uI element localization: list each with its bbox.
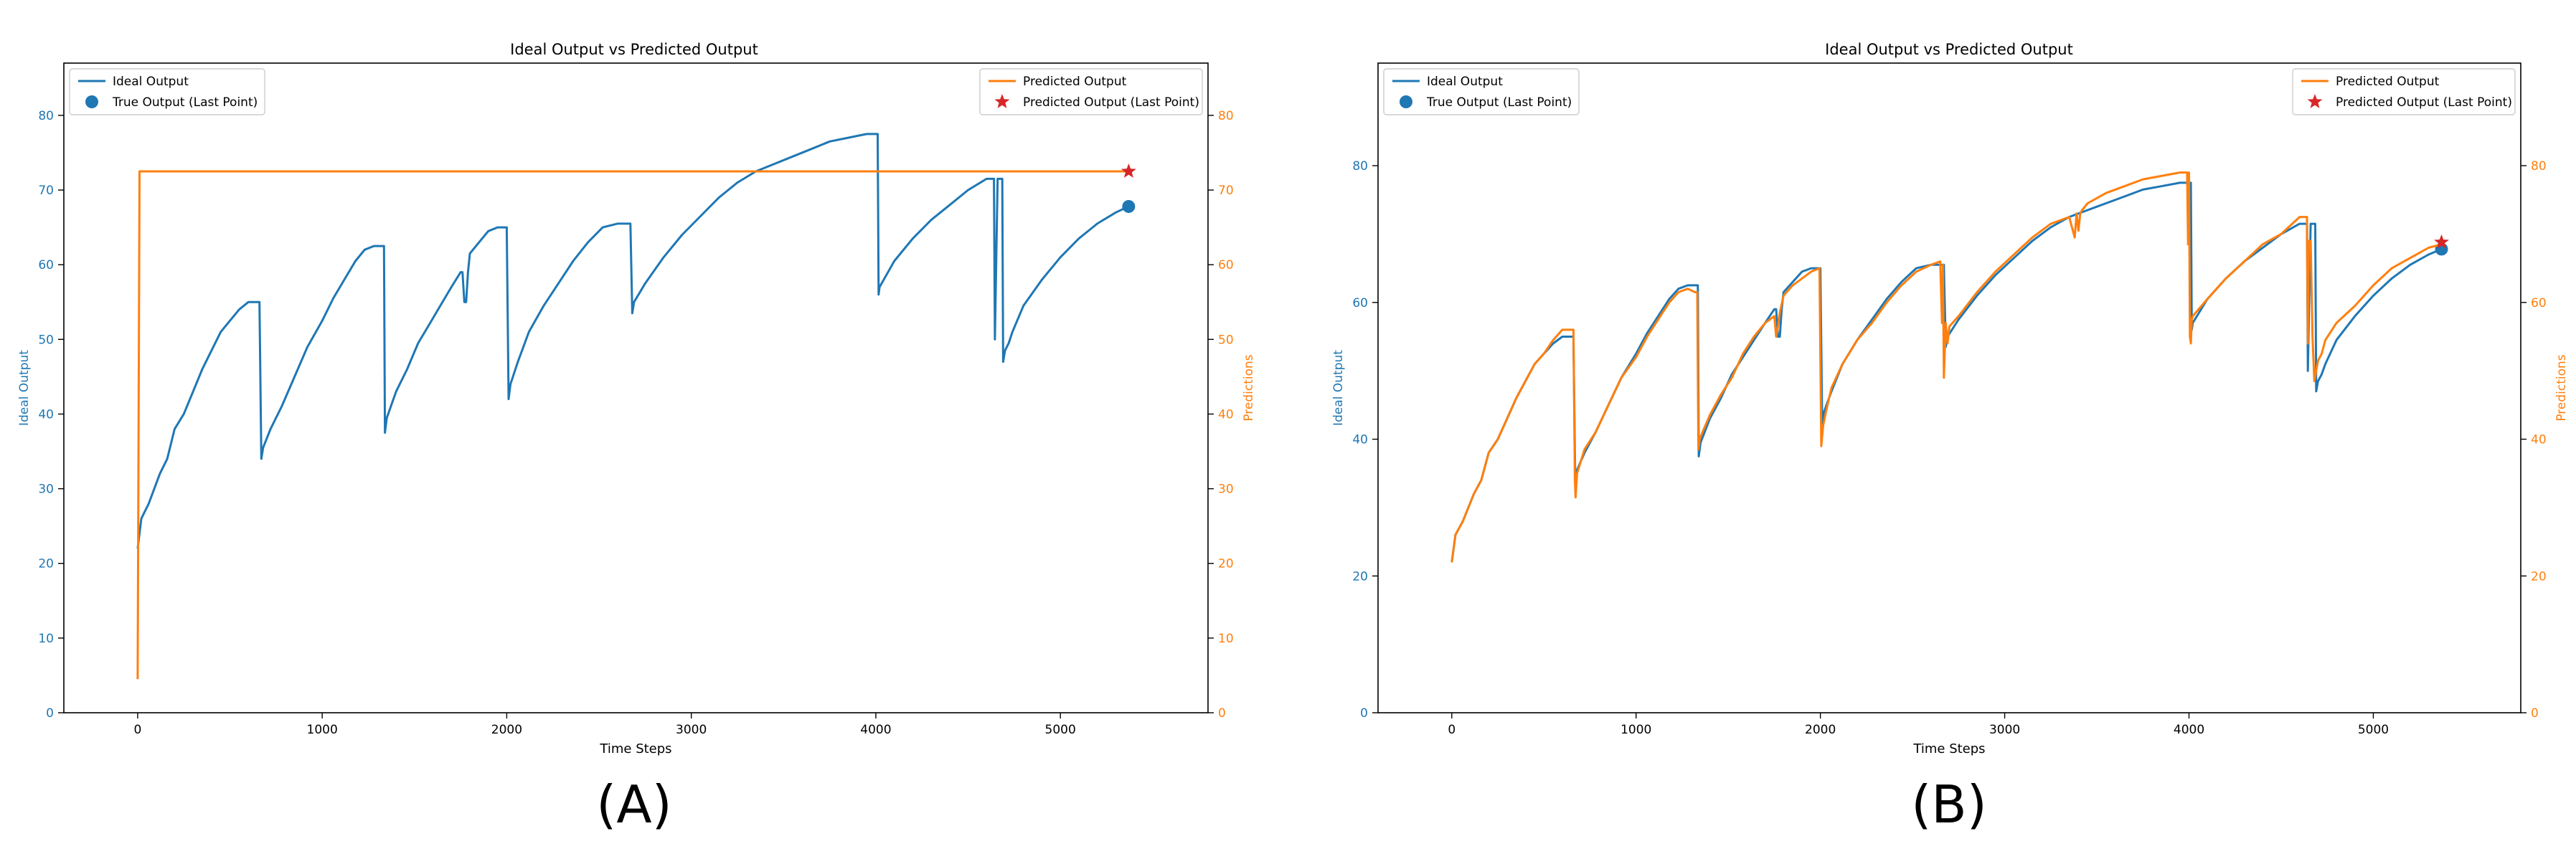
legend-label-true-output: True Output (Last Point) <box>1426 95 1572 110</box>
y-right-tick-label: 0 <box>2531 706 2539 721</box>
legend-right-box <box>2292 68 2516 115</box>
legend-label-ideal-output: Ideal Output <box>1427 75 1503 89</box>
y-left-tick-label: 0 <box>46 706 54 721</box>
y-right-axis-label: Predictions <box>2554 354 2569 421</box>
x-tick-label: 2000 <box>491 723 522 737</box>
y-left-tick-label: 60 <box>38 258 54 272</box>
y-left-tick-label: 40 <box>38 407 54 422</box>
legend-label-predicted-output: Predicted Output <box>1023 75 1127 89</box>
legend-left-box <box>69 68 265 115</box>
legend-swatch-true-output <box>85 95 98 108</box>
panel-caption: (A) <box>596 774 671 835</box>
legend-label-predicted-output: Predicted Output <box>2336 75 2440 89</box>
y-left-tick-label: 10 <box>38 632 54 646</box>
y-left-tick-label: 30 <box>38 483 54 497</box>
y-right-tick-label: 80 <box>1218 109 1234 123</box>
y-right-tick-label: 20 <box>2531 569 2547 584</box>
y-left-axis-label: Ideal Output <box>1331 350 1346 426</box>
y-right-tick-label: 30 <box>1218 483 1234 497</box>
legend-left: Ideal Output True Output (Last Point) <box>1383 68 1580 115</box>
y-left-tick-label: 20 <box>1352 569 1368 584</box>
series-line-predicted-output <box>136 170 1129 680</box>
y-right-tick-label: 60 <box>2531 296 2547 310</box>
x-tick-label: 3000 <box>1989 723 2020 737</box>
plot-frame <box>63 62 1209 713</box>
y-left-tick-label: 70 <box>38 184 54 198</box>
y-left-tick-label: 80 <box>38 109 54 123</box>
legend-right-box <box>979 68 1203 115</box>
y-right-axis-label: Predictions <box>1242 354 1256 421</box>
y-right-tick-label: 0 <box>1218 706 1226 721</box>
y-left-tick-label: 60 <box>1352 296 1368 310</box>
x-axis-label: Time Steps <box>1912 741 1985 756</box>
y-right-tick-label: 20 <box>1218 557 1234 571</box>
y-right-tick-label: 40 <box>2531 433 2547 447</box>
legend-swatch-predicted-last-point <box>2307 94 2323 108</box>
y-left-tick-label: 80 <box>1352 159 1368 174</box>
y-right-tick-label: 80 <box>2531 159 2547 174</box>
x-tick-label: 5000 <box>1045 723 1076 737</box>
y-right-tick-label: 70 <box>1218 184 1234 198</box>
y-left-tick-label: 20 <box>38 557 54 571</box>
x-tick-label: 1000 <box>1620 723 1651 737</box>
x-tick-label: 0 <box>1448 723 1456 737</box>
legend-label-predicted-last-point: Predicted Output (Last Point) <box>2336 95 2512 110</box>
x-tick-label: 0 <box>133 723 141 737</box>
series-line-ideal-output <box>136 133 1130 549</box>
legend-left-box <box>1383 68 1580 115</box>
legend-label-true-output: True Output (Last Point) <box>112 95 258 110</box>
y-left-tick-label: 40 <box>1352 433 1368 447</box>
plot-frame <box>1377 62 2521 713</box>
predicted-output-last-point-marker <box>2434 234 2449 249</box>
y-right-tick-label: 40 <box>1218 407 1234 422</box>
y-right-tick-label: 50 <box>1218 333 1234 347</box>
y-right-tick-label: 60 <box>1218 258 1234 272</box>
legend-swatch-true-output <box>1400 95 1412 108</box>
legend-swatch-predicted-last-point <box>994 94 1010 108</box>
x-tick-label: 4000 <box>860 723 891 737</box>
series-line-predicted-output <box>1450 171 2442 563</box>
x-axis-label: Time Steps <box>599 741 671 756</box>
legend-label-predicted-last-point: Predicted Output (Last Point) <box>1023 95 1199 110</box>
legend-right: Predicted Output Predicted Output (Last P… <box>2292 68 2516 115</box>
y-left-tick-label: 0 <box>1360 706 1368 721</box>
true-output-last-point-marker <box>1122 199 1136 213</box>
legend-left: Ideal Output True Output (Last Point) <box>69 68 265 115</box>
x-tick-label: 2000 <box>1805 723 1836 737</box>
chart-title: Ideal Output vs Predicted Output <box>510 41 758 58</box>
x-tick-label: 3000 <box>676 723 707 737</box>
x-tick-label: 4000 <box>2174 723 2204 737</box>
panel-caption: (B) <box>1911 774 1987 835</box>
y-left-tick-label: 50 <box>38 333 54 347</box>
y-left-axis-label: Ideal Output <box>17 350 32 426</box>
chart-title: Ideal Output vs Predicted Output <box>1825 41 2073 58</box>
y-right-tick-label: 10 <box>1218 632 1234 646</box>
x-tick-label: 1000 <box>307 723 338 737</box>
legend-label-ideal-output: Ideal Output <box>113 75 189 89</box>
legend-right: Predicted Output Predicted Output (Last P… <box>979 68 1203 115</box>
x-tick-label: 5000 <box>2358 723 2389 737</box>
predicted-output-last-point-marker <box>1120 163 1136 178</box>
